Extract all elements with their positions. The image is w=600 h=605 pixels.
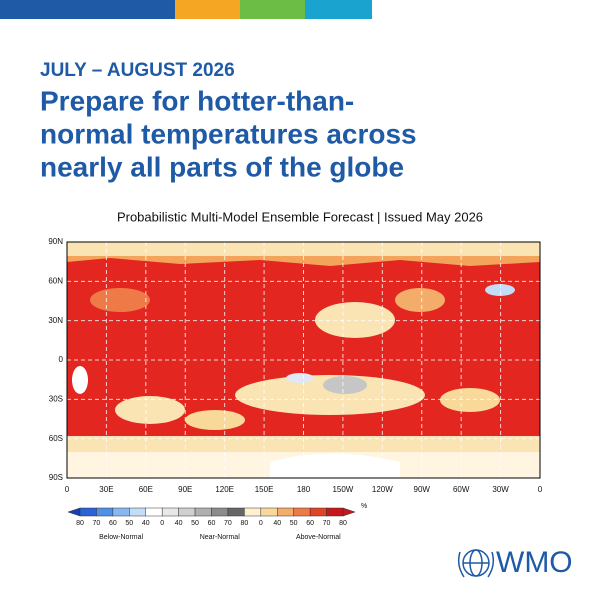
stripe xyxy=(240,0,305,19)
colorbar-end xyxy=(67,507,81,517)
lat-label: 60S xyxy=(49,434,63,443)
colorbar-swatch xyxy=(260,507,278,517)
legend-group: Below-Normal xyxy=(99,534,143,541)
lat-label: 0 xyxy=(59,355,64,364)
stripe xyxy=(175,0,240,19)
lon-label: 0 xyxy=(538,485,543,494)
colorbar-label: 60 xyxy=(306,520,314,527)
colorbar-end xyxy=(342,507,356,517)
colorbar-swatch xyxy=(227,507,245,517)
colorbar-label: 70 xyxy=(323,520,331,527)
colorbar-swatch xyxy=(293,507,311,517)
lon-label: 30E xyxy=(99,485,113,494)
lat-label: 30N xyxy=(48,316,63,325)
colorbar-label: 0 xyxy=(160,520,164,527)
lat-label: 90S xyxy=(49,473,63,482)
colorbar-swatch xyxy=(211,507,229,517)
lon-label: 150E xyxy=(255,485,274,494)
lon-label: 120E xyxy=(215,485,234,494)
colorbar-swatch xyxy=(145,507,163,517)
colorbar-label: 80 xyxy=(76,520,84,527)
lon-label: 90E xyxy=(178,485,192,494)
colorbar-label: 40 xyxy=(142,520,150,527)
legend-group: Above-Normal xyxy=(296,534,341,541)
map-caption: Probabilistic Multi-Model Ensemble Forec… xyxy=(117,209,483,224)
map-frame xyxy=(66,241,541,479)
lon-label: 180 xyxy=(297,485,311,494)
colorbar-label: 50 xyxy=(125,520,133,527)
colorbar-label: 40 xyxy=(273,520,281,527)
colorbar-swatch xyxy=(79,507,97,517)
colorbar-swatch xyxy=(244,507,262,517)
logo-text: WMO xyxy=(496,546,573,579)
colorbar-swatch xyxy=(96,507,114,517)
colorbar-swatch xyxy=(277,507,294,517)
colorbar-swatch xyxy=(178,507,196,517)
logo-emblem xyxy=(457,549,495,578)
colorbar-swatch xyxy=(129,507,146,517)
colorbar-label: 70 xyxy=(224,520,232,527)
lon-label: 150W xyxy=(332,485,353,494)
lon-label: 30W xyxy=(492,485,509,494)
lon-label: 0 xyxy=(65,485,70,494)
lat-label: 30S xyxy=(49,394,63,403)
colorbar-label: 0 xyxy=(259,520,263,527)
headline: nearly all parts of the globe xyxy=(40,151,404,182)
stripe xyxy=(305,0,372,19)
lon-label: 120W xyxy=(372,485,393,494)
stripe xyxy=(0,0,175,19)
lon-label: 60E xyxy=(139,485,153,494)
lon-label: 90W xyxy=(414,485,431,494)
colorbar-label: 50 xyxy=(290,520,298,527)
lat-label: 60N xyxy=(48,276,63,285)
colorbar-label: 40 xyxy=(175,520,183,527)
legend-group: Near-Normal xyxy=(200,534,241,541)
colorbar-swatch xyxy=(161,507,179,517)
colorbar-swatch xyxy=(194,507,212,517)
colorbar-label: 80 xyxy=(339,520,347,527)
colorbar-label: 70 xyxy=(93,520,101,527)
colorbar-label: 60 xyxy=(109,520,117,527)
colorbar-label: 80 xyxy=(240,520,248,527)
colorbar-label: 50 xyxy=(191,520,199,527)
headline: Prepare for hotter-than- xyxy=(40,85,354,116)
lon-label: 60W xyxy=(453,485,470,494)
lat-label: 90N xyxy=(48,237,63,246)
colorbar-swatch xyxy=(309,507,327,517)
colorbar-swatch xyxy=(112,507,130,517)
headline: normal temperatures across xyxy=(40,118,417,149)
subtitle: JULY – AUGUST 2026 xyxy=(40,60,235,81)
colorbar-unit: % xyxy=(361,503,367,510)
colorbar-label: 60 xyxy=(208,520,216,527)
colorbar-swatch xyxy=(326,507,344,517)
